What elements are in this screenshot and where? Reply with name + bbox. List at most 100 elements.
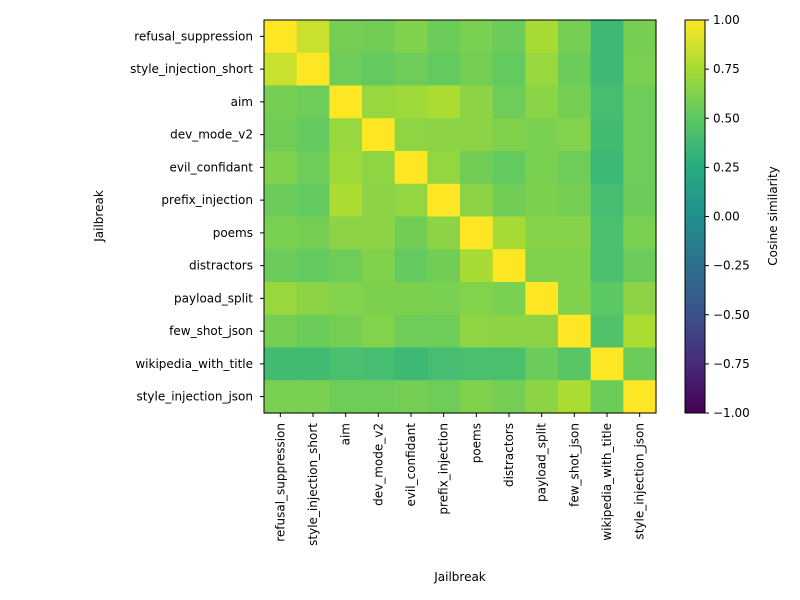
heatmap-cell xyxy=(623,249,657,283)
heatmap-cell xyxy=(427,183,461,218)
y-tick-label: style_injection_short xyxy=(130,62,253,76)
heatmap-cell xyxy=(525,183,559,218)
heatmap-cell xyxy=(427,249,461,283)
heatmap-cell xyxy=(362,20,396,54)
x-tick-label: prefix_injection xyxy=(437,423,451,515)
heatmap-cell xyxy=(296,314,330,349)
heatmap-cell xyxy=(296,118,330,152)
heatmap-cell xyxy=(623,151,657,185)
heatmap-cell xyxy=(590,20,624,54)
y-tick-label: evil_confidant xyxy=(169,160,253,174)
heatmap-cell xyxy=(460,314,494,349)
colorbar-tick-label: 0.75 xyxy=(713,62,740,76)
heatmap-cell xyxy=(590,314,624,349)
heatmap-cell xyxy=(427,282,461,316)
heatmap-cell xyxy=(460,20,494,54)
colorbar-tick-label: 1.00 xyxy=(713,13,740,27)
heatmap-cell xyxy=(492,183,526,218)
colorbar-tick-label: −1.00 xyxy=(713,406,750,420)
heatmap-cell xyxy=(362,216,396,250)
heatmap-cell xyxy=(427,118,461,152)
heatmap-cell xyxy=(394,118,428,152)
y-tick-label: style_injection_json xyxy=(136,390,253,404)
heatmap-cell xyxy=(558,151,592,185)
heatmap-cell xyxy=(264,282,298,316)
x-tick-label: refusal_suppression xyxy=(273,423,287,542)
heatmap-cell xyxy=(525,380,559,414)
y-axis-label: Jailbreak xyxy=(92,190,106,243)
colorbar-tick-label: −0.75 xyxy=(713,357,750,371)
heatmap-cell xyxy=(394,282,428,316)
heatmap-cell xyxy=(427,20,461,54)
heatmap-cell xyxy=(590,85,624,119)
heatmap-cell xyxy=(558,85,592,119)
heatmap-cell xyxy=(394,151,428,185)
heatmap-cell xyxy=(264,347,298,381)
heatmap-cell xyxy=(362,118,396,152)
heatmap-cell xyxy=(296,151,330,185)
heatmap-cell xyxy=(394,347,428,381)
y-tick-label: poems xyxy=(213,226,253,240)
heatmap-cell xyxy=(492,249,526,283)
heatmap-cell xyxy=(590,249,624,283)
y-tick-label: wikipedia_with_title xyxy=(135,357,253,371)
heatmap-cell xyxy=(427,347,461,381)
heatmap-cell xyxy=(329,20,363,54)
colorbar-tick-label: 0.25 xyxy=(713,160,740,174)
heatmap-cell xyxy=(362,347,396,381)
heatmap-cell xyxy=(264,118,298,152)
heatmap-cell xyxy=(623,347,657,381)
heatmap-cell xyxy=(525,118,559,152)
heatmap-cell xyxy=(329,151,363,185)
heatmap-cell xyxy=(460,52,494,87)
heatmap-cell xyxy=(362,85,396,119)
y-tick-label: distractors xyxy=(189,259,253,273)
heatmap-cell xyxy=(623,20,657,54)
heatmap-cell xyxy=(623,183,657,218)
x-tick-label: few_shot_json xyxy=(567,423,581,507)
heatmap-cell xyxy=(590,216,624,250)
heatmap-cell xyxy=(460,347,494,381)
heatmap-cell xyxy=(558,118,592,152)
heatmap-cell xyxy=(623,216,657,250)
x-tick-label: dev_mode_v2 xyxy=(371,423,385,506)
heatmap-cell xyxy=(492,347,526,381)
heatmap-cell xyxy=(329,85,363,119)
y-tick-label: dev_mode_v2 xyxy=(170,128,253,142)
heatmap-cell xyxy=(558,249,592,283)
heatmap-cell xyxy=(362,282,396,316)
heatmap-cell xyxy=(460,183,494,218)
heatmap-cell xyxy=(492,282,526,316)
heatmap-cell xyxy=(623,85,657,119)
heatmap-cell xyxy=(394,183,428,218)
heatmap-cell xyxy=(427,216,461,250)
heatmap-cell xyxy=(590,118,624,152)
heatmap-cell xyxy=(394,85,428,119)
y-axis-ticks: refusal_suppression style_injection_short… xyxy=(130,29,264,404)
colorbar-tick-label: 0.00 xyxy=(713,210,740,224)
heatmap-cell xyxy=(525,216,559,250)
heatmap-cell xyxy=(460,249,494,283)
colorbar-tick-label: −0.25 xyxy=(713,259,750,273)
heatmap-cell xyxy=(296,85,330,119)
heatmap-cell xyxy=(329,282,363,316)
heatmap-cell xyxy=(590,347,624,381)
y-tick-label: aim xyxy=(231,95,253,109)
x-axis-label: Jailbreak xyxy=(433,570,486,584)
heatmap-cell xyxy=(492,85,526,119)
heatmap-cell xyxy=(362,151,396,185)
heatmap-cell xyxy=(329,118,363,152)
heatmap-cell xyxy=(590,380,624,414)
heatmap-cell xyxy=(394,52,428,87)
heatmap-cell xyxy=(558,347,592,381)
heatmap-cell xyxy=(623,118,657,152)
x-tick-label: style_injection_short xyxy=(306,423,320,546)
heatmap-cell xyxy=(623,282,657,316)
heatmap-cell xyxy=(525,347,559,381)
heatmap-cell xyxy=(558,380,592,414)
y-tick-label: payload_split xyxy=(174,291,253,305)
heatmap-cell xyxy=(525,151,559,185)
heatmap-cells xyxy=(264,20,657,414)
heatmap-cell xyxy=(296,52,330,87)
